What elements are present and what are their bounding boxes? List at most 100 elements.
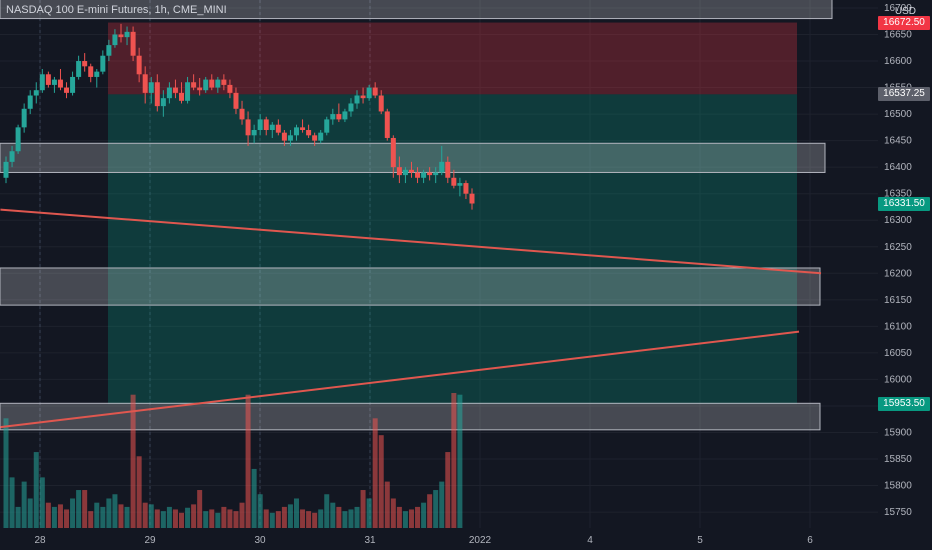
y-tick-label: 16250 xyxy=(884,242,912,253)
volume-bar xyxy=(88,511,94,528)
candle xyxy=(306,130,312,136)
volume-bar xyxy=(100,506,106,528)
y-tick-label: 16650 xyxy=(884,29,912,40)
price-tag: 16537.25 xyxy=(878,87,930,102)
candle xyxy=(70,76,76,93)
zone-box xyxy=(0,142,826,173)
volume-bar xyxy=(384,481,390,528)
volume-bar xyxy=(251,468,257,528)
volume-bar xyxy=(154,509,160,528)
candle xyxy=(33,90,39,96)
x-tick-label: 29 xyxy=(144,535,156,546)
candle xyxy=(402,169,408,176)
candle xyxy=(172,87,178,93)
volume-bar xyxy=(215,512,221,528)
candle xyxy=(82,61,88,67)
volume-bar xyxy=(408,509,414,528)
candle xyxy=(336,114,342,120)
volume-bar xyxy=(142,502,148,528)
volume-bar xyxy=(372,418,378,528)
indicator-lines xyxy=(0,208,822,429)
volume-bar xyxy=(76,490,82,528)
volume-bar xyxy=(160,511,166,528)
candle xyxy=(39,74,45,91)
candle xyxy=(57,79,63,88)
candle xyxy=(76,61,82,77)
candle xyxy=(433,172,439,176)
volume-bar xyxy=(439,481,445,528)
candle xyxy=(342,111,348,120)
zone-box xyxy=(0,402,821,431)
axes: 1575015800158501590015950160001605016100… xyxy=(34,3,912,546)
candle xyxy=(100,55,106,72)
x-tick-label: 5 xyxy=(697,535,703,546)
candle xyxy=(324,119,330,133)
price-tag: 16331.50 xyxy=(878,196,930,211)
candle xyxy=(21,108,27,128)
y-tick-label: 15800 xyxy=(884,481,912,492)
volume-bar xyxy=(148,504,154,528)
volume-bar xyxy=(348,509,354,528)
volume-bar xyxy=(281,506,287,528)
y-tick-label: 15850 xyxy=(884,454,912,465)
volume-bar xyxy=(445,452,451,528)
candle xyxy=(209,79,215,88)
trendline xyxy=(0,208,822,275)
volume-bar xyxy=(15,506,21,528)
volume-bar xyxy=(318,509,324,528)
volume-bar xyxy=(415,506,421,528)
x-tick-label: 30 xyxy=(254,535,266,546)
volume-bar xyxy=(457,394,463,528)
candle xyxy=(27,95,33,109)
volume-bar xyxy=(269,512,275,528)
candle xyxy=(191,82,197,88)
y-tick-label: 15750 xyxy=(884,507,912,518)
volume-bar xyxy=(324,494,330,528)
candle xyxy=(112,34,118,46)
volume-bar xyxy=(366,498,372,528)
volume-bar xyxy=(451,393,457,528)
candle xyxy=(287,135,293,141)
x-tick-label: 6 xyxy=(807,535,813,546)
y-tick-label: 16500 xyxy=(884,109,912,120)
volume-bar xyxy=(203,511,209,528)
volume-bar xyxy=(21,481,27,528)
volume-bar xyxy=(330,502,336,528)
volume-bar xyxy=(378,435,384,528)
y-tick-label: 16000 xyxy=(884,374,912,385)
candle xyxy=(330,114,336,120)
zone-box xyxy=(0,0,833,20)
candle xyxy=(384,111,390,138)
candle xyxy=(197,87,203,91)
volume-bar xyxy=(172,509,178,528)
volume-bar xyxy=(221,506,227,528)
y-tick-label: 16450 xyxy=(884,136,912,147)
candle xyxy=(275,124,281,133)
candle xyxy=(463,183,469,194)
volume-bar xyxy=(390,498,396,528)
candle xyxy=(239,108,245,120)
support-resistance-boxes xyxy=(0,0,833,431)
volume-bar xyxy=(239,502,245,528)
y-tick-label: 16600 xyxy=(884,56,912,67)
candle xyxy=(469,193,475,204)
candle xyxy=(245,119,251,136)
volume-bar xyxy=(427,494,433,528)
candle xyxy=(142,74,148,93)
candle xyxy=(348,103,354,112)
candle xyxy=(415,172,421,178)
x-tick-label: 4 xyxy=(587,535,593,546)
volume-bar xyxy=(197,490,203,528)
candle xyxy=(257,119,263,131)
volume-bar xyxy=(51,506,57,528)
price-tag: 15953.50 xyxy=(878,397,930,412)
take-profit-zone xyxy=(108,94,797,405)
candle xyxy=(269,124,275,131)
y-tick-label: 16350 xyxy=(884,189,912,200)
candle xyxy=(318,132,324,141)
volume-bar xyxy=(336,506,342,528)
candle xyxy=(451,177,457,186)
volume-bar xyxy=(233,511,239,528)
volume-bar xyxy=(166,506,172,528)
